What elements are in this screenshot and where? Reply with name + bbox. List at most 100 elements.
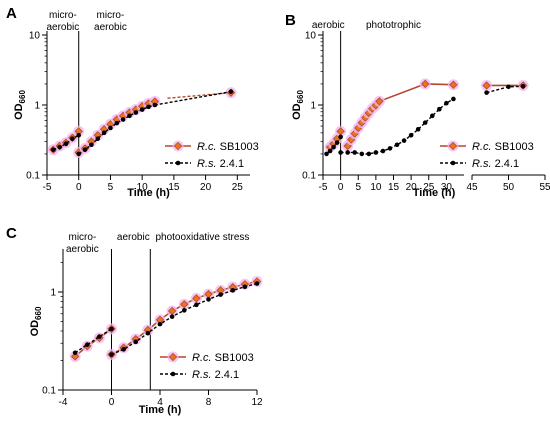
panel-b-series-rs-point bbox=[380, 148, 386, 154]
panel-c-series-rs-point bbox=[109, 326, 114, 332]
panel-a-phase-label: aerobic bbox=[46, 22, 79, 33]
panel-b-series-rs-point bbox=[338, 150, 343, 155]
panel-b-series-rs-point bbox=[401, 138, 407, 143]
panel-a-series-rs-point bbox=[152, 102, 158, 108]
panel-c-phase-label: aerobic bbox=[117, 232, 150, 243]
panel-b-x-tick-label: 5 bbox=[355, 182, 361, 193]
panel-b-series-rs-point bbox=[484, 90, 489, 95]
panel-b-series-rs-point bbox=[422, 120, 428, 125]
panel-c-letter: C bbox=[6, 225, 17, 242]
panel-c-x-axis-title: Time (h) bbox=[139, 404, 182, 416]
panel-b-series-rs-point bbox=[331, 144, 336, 150]
panel-c-series-rs-point bbox=[218, 292, 223, 297]
panel-c-x-tick-label: 0 bbox=[109, 397, 115, 408]
panel-c-phase-label: photooxidative stress bbox=[155, 232, 249, 243]
panel-a-x-tick-label: -5 bbox=[43, 182, 52, 193]
panel-b-x-tick-label: 30 bbox=[441, 182, 453, 193]
panel-c-series-rs-point bbox=[121, 347, 126, 352]
panel-b-series-rs-point bbox=[520, 83, 526, 89]
panel-a-x-tick-label: 5 bbox=[108, 182, 114, 193]
panel-a-series-rs-point bbox=[228, 89, 234, 94]
panel-b-x-tick-label: -5 bbox=[319, 182, 328, 193]
panel-c-y-tick-label: 1 bbox=[50, 287, 56, 298]
panel-b-series-rs-point bbox=[387, 146, 393, 151]
panel-b-series-rs-point bbox=[437, 106, 442, 112]
panel-c-y-tick-label: 0.1 bbox=[42, 386, 56, 397]
panel-a-y-tick-label: 10 bbox=[29, 31, 41, 42]
panel-a-series-rs-point bbox=[70, 136, 75, 142]
panel-c-series-rs-point bbox=[254, 281, 260, 286]
panel-c-series-rs-point bbox=[181, 308, 187, 313]
panel-a-series-rs-point bbox=[57, 144, 62, 150]
panel-b-x-tick-label: 10 bbox=[370, 182, 382, 193]
panel-b-x-tick-label: 15 bbox=[388, 182, 400, 193]
panel-c: C 0.1 1 OD660 -4 0 4 8 12 Time (h) micro-aerobic a… bbox=[6, 225, 263, 416]
panel-a-phase-label: micro- bbox=[97, 10, 125, 21]
panel-a-series-rs-point bbox=[95, 136, 101, 142]
panel-b-x-axis-title: Time (h) bbox=[413, 187, 456, 199]
panel-a-series-rs-point bbox=[139, 107, 145, 112]
panel-a-x-tick-label: 25 bbox=[232, 182, 244, 193]
panel-b-y-axis-title: OD660 bbox=[291, 90, 305, 120]
panel-b-series-rs-point bbox=[506, 84, 511, 90]
panel-c-series-rs-point bbox=[72, 350, 78, 356]
panel-c-x-tick-label: 12 bbox=[251, 397, 263, 408]
panel-c-series-rs-point bbox=[194, 302, 199, 308]
panel-b-series-rs-point bbox=[451, 96, 456, 102]
panel-c-series-rc-point bbox=[180, 300, 189, 309]
panel-b-phase-label: phototrophic bbox=[366, 20, 421, 31]
panel-a-series-rs-dashed-line bbox=[154, 90, 232, 106]
panel-a-series-rs-legend-marker bbox=[175, 160, 181, 166]
panel-b-series-rc-point bbox=[375, 97, 384, 106]
panel-b-series-rc-point bbox=[421, 79, 430, 89]
panel-b-series-rs-point bbox=[338, 134, 343, 140]
panel-b-series-rs-point bbox=[366, 151, 372, 157]
panel-c-x-tick-label: 8 bbox=[206, 397, 212, 408]
panel-b-x-tick-label: 20 bbox=[406, 182, 418, 193]
panel-b-x-tick-label: 45 bbox=[466, 182, 478, 193]
panel-b-y-tick-label: 0.1 bbox=[302, 171, 316, 182]
panel-c-y-axis-title: OD660 bbox=[29, 306, 43, 336]
panel-c-series-rs-point bbox=[133, 339, 139, 345]
panel-c-phase-label: aerobic bbox=[66, 244, 99, 255]
panel-a-series-rs-point bbox=[76, 132, 82, 138]
panel-c-series-rs-point bbox=[242, 284, 248, 290]
panel-b-series-rs-point bbox=[373, 150, 379, 155]
panel-a-series-rs-point bbox=[127, 113, 132, 119]
panel-c-series-rs-point bbox=[145, 330, 151, 336]
panel-a-series-rs-point bbox=[146, 104, 151, 110]
panel-b-series-rs-point bbox=[352, 150, 358, 155]
panel-b-y-tick-label: 1 bbox=[310, 101, 316, 112]
panel-c-series-rc-legend-marker bbox=[168, 352, 178, 362]
panel-a-series-rs-point bbox=[76, 151, 82, 157]
panel-c-series-rs-legend-label: R.s. 2.4.1 bbox=[192, 369, 239, 381]
panel-b-series-rs-line bbox=[486, 85, 524, 94]
panel-b: B 0.1 1 10 OD660 -5 0 5 10 15 20 25 30 45 50 55 Time (h… bbox=[285, 12, 550, 199]
panel-a-x-tick-label: 0 bbox=[76, 182, 82, 193]
panel-c-series-rs-point bbox=[157, 321, 163, 327]
panel-c-series-rs-legend-marker bbox=[170, 371, 176, 377]
panel-c-series-rs-point bbox=[230, 288, 236, 293]
panel-b-series-rs-point bbox=[324, 151, 329, 157]
panel-a-series-rc-legend-marker bbox=[173, 141, 183, 151]
panel-a: A 0.1 1 10 OD660 -5 0 5 10 15 20 25 Time (h) micro-a… bbox=[6, 5, 259, 199]
panel-b-series-rc-point bbox=[482, 81, 491, 90]
panel-a-x-tick-label: 20 bbox=[200, 182, 212, 193]
panel-a-y-tick-label: 0.1 bbox=[26, 171, 40, 182]
panel-a-series-rs-point bbox=[101, 130, 107, 136]
panel-b-series-rs-line bbox=[340, 98, 454, 155]
panel-c-series-rc-legend-label: R.c. SB1003 bbox=[192, 352, 254, 364]
panel-a-letter: A bbox=[6, 5, 17, 22]
panel-a-series-rs-point bbox=[51, 147, 56, 152]
panel-b-series-rs-point bbox=[327, 148, 333, 154]
panel-a-series-rc-dashed-line bbox=[167, 91, 232, 99]
panel-a-x-tick-label: 15 bbox=[168, 182, 180, 193]
panel-a-x-tick-label: 10 bbox=[137, 182, 149, 193]
panel-b-series-rc-legend-label: R.c. SB1003 bbox=[472, 141, 534, 153]
panel-a-x-axis-title: Time (h) bbox=[127, 187, 170, 199]
panel-b-x-tick-label: 0 bbox=[338, 182, 344, 193]
panel-b-series-rs-legend-label: R.s. 2.4.1 bbox=[472, 158, 519, 170]
panel-c-series-rc-point bbox=[70, 352, 80, 361]
panel-b-series-rs-point bbox=[415, 126, 421, 132]
